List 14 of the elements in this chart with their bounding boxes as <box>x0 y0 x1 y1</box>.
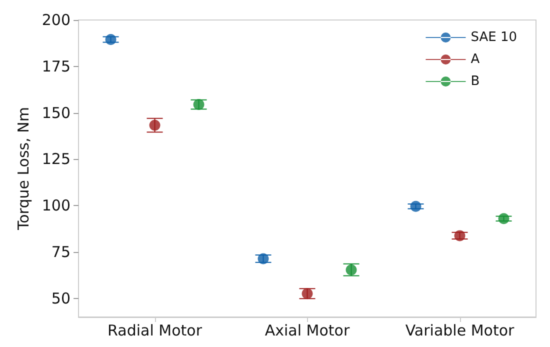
y-axis-title: Torque Loss, Nm <box>14 107 32 231</box>
legend-label: B <box>470 74 480 89</box>
y-tick-label: 100 <box>42 196 71 215</box>
y-tick-label: 150 <box>42 104 71 122</box>
y-tick-label: 200 <box>42 11 71 29</box>
legend-label: A <box>470 52 480 67</box>
y-tick-label: 75 <box>51 243 71 262</box>
x-tick-label: Radial Motor <box>108 322 203 340</box>
x-tick-label: Axial Motor <box>264 322 350 340</box>
y-tick-label: 50 <box>51 289 71 308</box>
y-tick-label: 125 <box>42 150 71 168</box>
x-tick-label: Variable Motor <box>405 322 516 340</box>
y-tick-label: 175 <box>42 57 71 76</box>
legend-label: SAE 10 <box>470 30 518 45</box>
